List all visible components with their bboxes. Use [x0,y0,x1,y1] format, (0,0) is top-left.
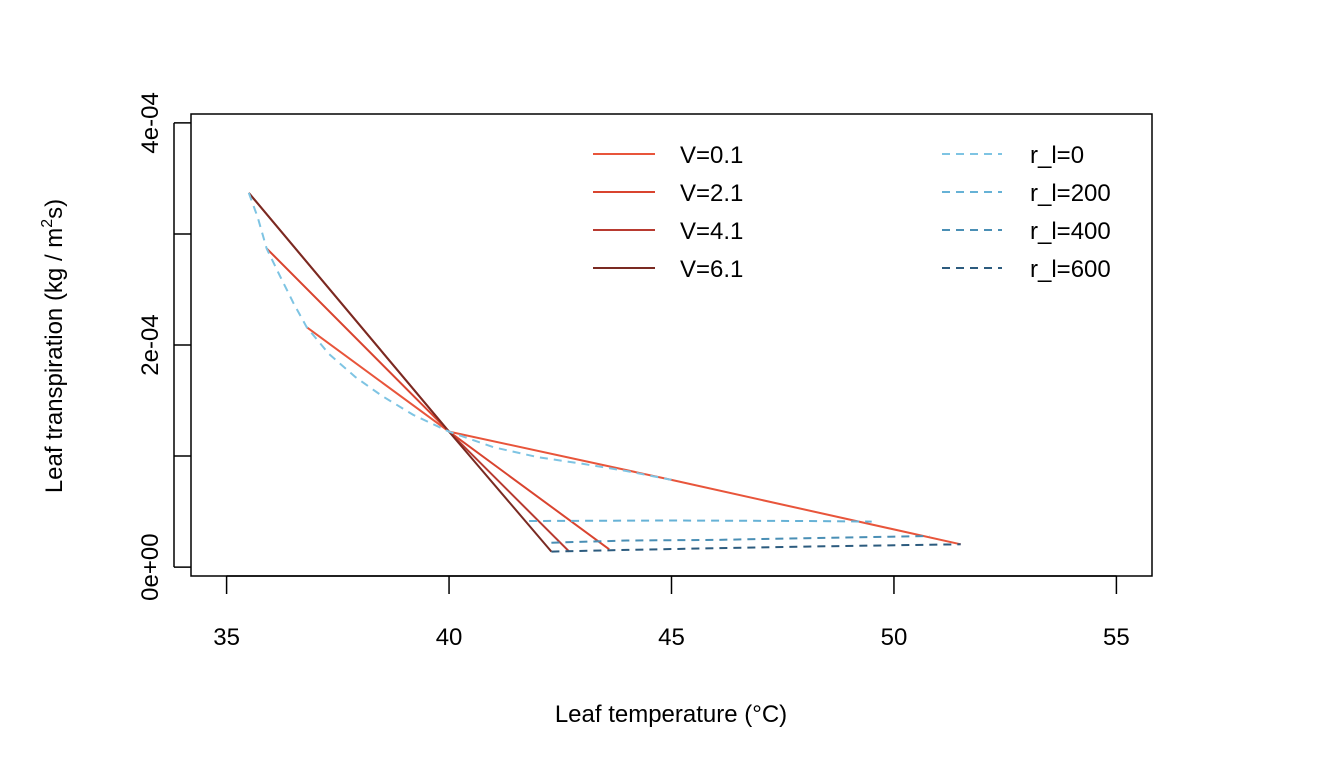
series-line-r-l-0 [247,192,672,481]
legend-label: V=6.1 [680,256,743,283]
y-tick-label: 0e+00 [137,533,164,600]
x-tick-label: 45 [658,624,685,651]
y-axis-label-end: s) [41,199,68,219]
series-line-r-l-400 [551,535,930,544]
legend-label: V=4.1 [680,218,743,245]
legend: V=0.1 V=2.1 V=4.1 V=6.1 r_l=0 r_l=200 r_l=400r… [593,142,1111,283]
x-tick-label: 55 [1103,624,1130,651]
y-axis: 0e+00 2e-04 4e-04 [137,92,191,601]
legend-label: V=0.1 [680,142,743,169]
series-line-r-l-200 [529,519,872,523]
y-tick-label: 2e-04 [137,314,164,375]
legend-label: V=2.1 [680,180,743,207]
x-tick-label: 40 [436,624,463,651]
x-tick-label: 50 [881,624,908,651]
legend-label: r_l=600 [1030,256,1111,283]
x-axis-label: Leaf temperature (°C) [555,701,787,728]
legend-label: r_l=400 [1030,218,1111,245]
y-axis-label-main: Leaf transpiration (kg / m [41,228,68,493]
x-tick-label: 35 [213,624,240,651]
series-line-v-0-1 [306,326,961,546]
legend-label: r_l=200 [1030,180,1111,207]
legend-label: r_l=0 [1030,142,1084,169]
y-axis-label: Leaf transpiration (kg / m2s) [39,199,68,493]
y-tick-label: 4e-04 [137,92,164,153]
y-axis-label-superscript: 2 [39,219,56,228]
x-axis: 35 40 45 50 55 [213,575,1130,651]
series-layer [247,192,961,553]
